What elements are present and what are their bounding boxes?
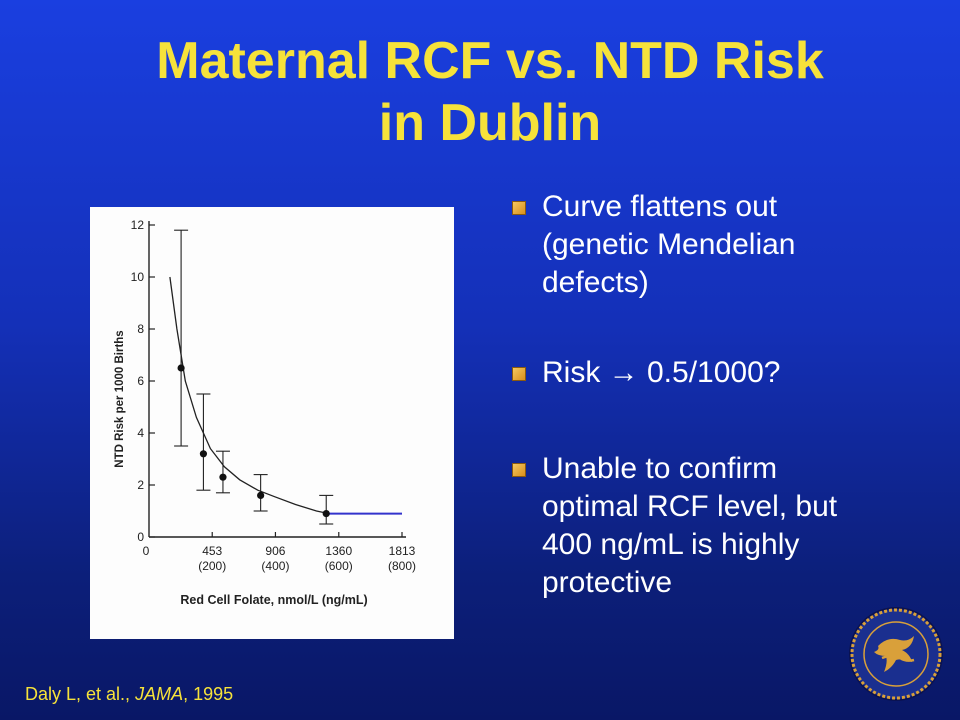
y-tick-label: 12 [131,218,145,232]
citation-authors: Daly L, et al., [25,684,136,704]
title-line-2: in Dublin [378,94,602,152]
x-tick-label: 1360 [325,544,352,558]
data-point [219,473,227,481]
title-line-1: Maternal RCF vs. NTD Risk [156,32,824,90]
x-tick-sublabel: (800) [388,559,416,573]
bullet-text: Risk → 0.5/1000? [542,356,781,389]
data-point [257,491,265,499]
data-point [177,364,185,372]
bullet-text: Curve flattens out (genetic Mendelian de… [542,190,796,299]
bullet-item: Curve flattens out (genetic Mendelian de… [512,188,852,302]
data-point [199,450,208,458]
x-tick-sublabel: (600) [325,559,353,573]
y-tick-label: 10 [131,270,145,284]
x-axis-label: Red Cell Folate, nmol/L (ng/mL) [180,593,367,607]
bullet-square-icon [512,367,526,381]
ntd-risk-chart: 0 2 4 6 8 10 12 0 453(200) 906(400) 1360(600) 1813(… [114,218,416,607]
x-tick-sublabel: (200) [198,559,226,573]
fitted-curve-line [169,276,330,515]
bullet-square-icon [512,463,526,477]
chart-marks [169,229,402,525]
x-tick-sublabel: (400) [261,559,289,573]
bullet-square-icon [512,201,526,215]
x-tick-label: 0 [143,544,150,558]
bullet-item: Risk → 0.5/1000? [512,354,852,392]
y-tick-label: 2 [137,478,144,492]
chart-panel: 0 2 4 6 8 10 12 0 453 (200) 906 (400) 1360 (600) 1813(… [90,207,454,639]
citation-year: , 1995 [183,684,234,704]
bullet-list: Curve flattens out (genetic Mendelian de… [512,188,852,654]
hhs-seal-icon [849,607,943,701]
chart-ticks: 0 2 4 6 8 10 12 0 453(200) 906(400) 1360(600) 1813(… [131,218,416,573]
data-point [322,510,330,518]
y-tick-label: 0 [137,530,144,544]
bullet-item: Unable to confirm optimal RCF level, but… [512,450,852,602]
citation-journal: JAMA [135,684,184,704]
x-tick-label: 906 [265,544,285,558]
slide-title: Maternal RCF vs. NTD Risk in Dublin [0,30,960,154]
y-tick-label: 8 [137,322,144,336]
y-tick-label: 6 [137,374,144,388]
x-tick-label: 453 [202,544,222,558]
x-tick-label: 1813 [389,544,416,558]
y-tick-label: 4 [137,426,144,440]
chart-axes [148,221,406,538]
y-axis-label: NTD Risk per 1000 Births [114,330,126,467]
citation: Daly L, et al., JAMA, 1995 [25,684,233,705]
bullet-text: Unable to confirm optimal RCF level, but… [542,452,838,599]
